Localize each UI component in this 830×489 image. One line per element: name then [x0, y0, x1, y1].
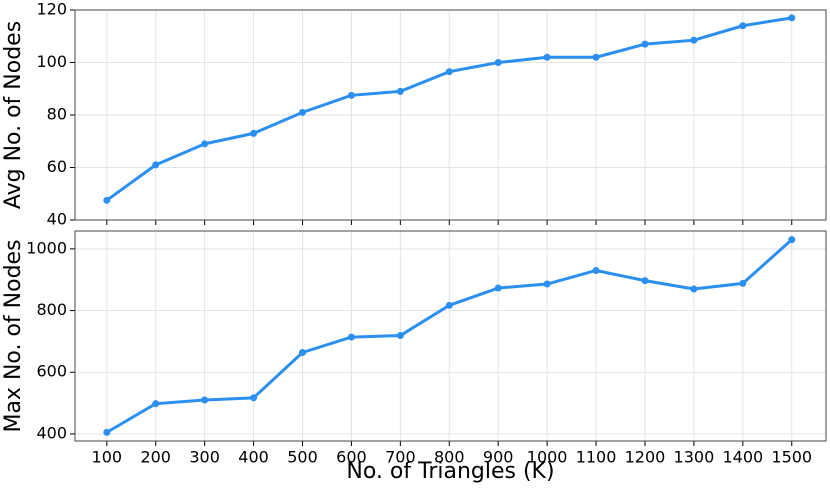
point	[592, 53, 600, 61]
point	[347, 333, 355, 341]
y-tick-label: 400	[36, 423, 67, 442]
y-tick-label: 40	[47, 210, 67, 229]
plot-frame	[74, 230, 827, 442]
point	[250, 394, 258, 402]
y-tick-label: 80	[47, 105, 67, 124]
y-tick-label: 800	[36, 300, 67, 319]
y-axis-label: Avg No. of Nodes	[1, 21, 26, 209]
x-tick-label: 900	[483, 448, 514, 467]
y-tick-label: 60	[47, 157, 67, 176]
point	[739, 22, 747, 30]
panel: 100 200 300 400 500 600 700 800 900 1000 1100 1200 1…	[1, 230, 827, 484]
y-tick-label: 100	[36, 52, 67, 71]
x-tick-label: 1100	[576, 448, 617, 467]
point	[641, 40, 649, 48]
point	[690, 285, 698, 293]
y-tick-label: 1000	[26, 238, 67, 257]
x-tick-label: 200	[140, 448, 171, 467]
x-tick-label: 1200	[625, 448, 666, 467]
x-tick-label: 500	[287, 448, 318, 467]
point	[152, 161, 160, 169]
point	[250, 129, 258, 137]
point	[445, 301, 453, 309]
x-tick-label: 600	[336, 448, 367, 467]
point	[201, 396, 209, 404]
point	[592, 266, 600, 274]
point	[641, 277, 649, 285]
point	[103, 196, 111, 204]
x-tick-label: 1500	[771, 448, 812, 467]
y-tick-label: 120	[36, 0, 67, 19]
y-tick-label: 600	[36, 362, 67, 381]
point	[690, 36, 698, 44]
x-tick-label: 1000	[527, 448, 568, 467]
x-axis-label: No. of Triangles (K)	[346, 459, 554, 484]
point	[396, 87, 404, 95]
point	[788, 236, 796, 244]
point	[543, 280, 551, 288]
point	[201, 140, 209, 148]
panel: 40 60 80 100 120 Avg No. of Nodes	[1, 0, 827, 229]
point	[396, 332, 404, 340]
plot-frame	[74, 9, 827, 221]
x-tick-label: 700	[385, 448, 416, 467]
point	[347, 91, 355, 99]
x-tick-label: 1400	[722, 448, 763, 467]
point	[788, 14, 796, 22]
point	[445, 68, 453, 76]
x-tick-label: 800	[434, 448, 465, 467]
point	[543, 53, 551, 61]
x-tick-label: 1300	[674, 448, 715, 467]
point	[494, 59, 502, 66]
x-tick-label: 100	[92, 448, 123, 467]
x-tick-label: 400	[238, 448, 269, 467]
point	[739, 279, 747, 287]
point	[299, 108, 307, 116]
point	[494, 284, 502, 292]
point	[152, 400, 160, 408]
y-axis-label: Max No. of Nodes	[1, 239, 26, 432]
x-tick-label: 300	[189, 448, 220, 467]
point	[299, 348, 307, 356]
point	[103, 428, 111, 436]
